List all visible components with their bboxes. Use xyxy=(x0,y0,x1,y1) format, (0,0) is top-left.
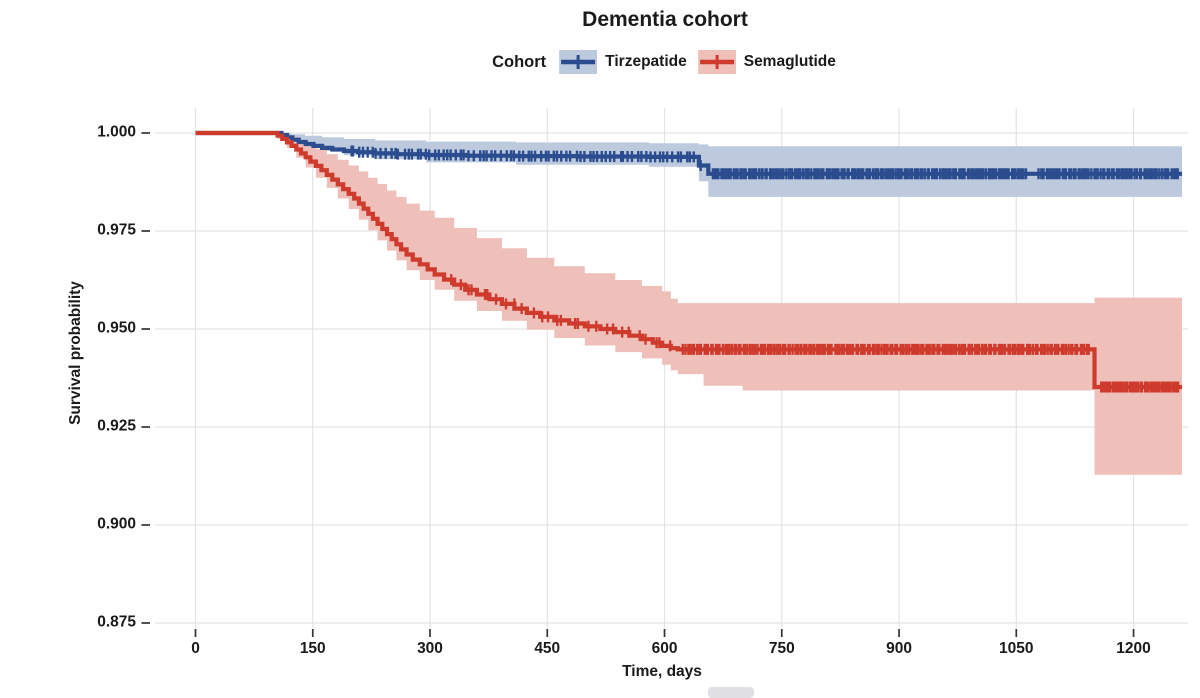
y-tick-label: 0.900 xyxy=(97,515,136,533)
x-tick-label: 0 xyxy=(191,640,200,657)
x-tick-label: 900 xyxy=(886,640,912,657)
cropped-ui-fragment xyxy=(708,687,754,698)
x-tick-label: 300 xyxy=(417,640,443,657)
axis-ticks xyxy=(141,132,1135,637)
semaglutide-key-icon xyxy=(697,50,736,74)
x-tick-label: 1050 xyxy=(999,640,1034,657)
x-axis-title: Time, days xyxy=(622,663,702,680)
y-tick-label: 0.875 xyxy=(97,613,136,631)
x-tick-label: 600 xyxy=(651,640,678,657)
x-tick-label: 150 xyxy=(299,640,326,657)
legend-label-tirzepatide: Tirzepatide xyxy=(605,53,687,70)
y-tick-label: 0.925 xyxy=(97,417,136,435)
tirzepatide-ci-band xyxy=(195,133,1182,197)
y-tick-label: 1.000 xyxy=(97,123,136,141)
chart-title: Dementia cohort xyxy=(582,8,748,31)
legend-item-tirzepatide: Tirzepatide xyxy=(559,50,687,74)
x-tick-label: 1200 xyxy=(1116,640,1151,657)
tirzepatide-curve xyxy=(195,130,1182,180)
x-tick-label: 750 xyxy=(768,640,795,657)
legend-label-semaglutide: Semaglutide xyxy=(743,53,836,70)
legend-item-semaglutide: Semaglutide xyxy=(697,50,836,74)
legend-title: Cohort xyxy=(492,52,547,71)
tirzepatide-key-icon xyxy=(559,50,598,74)
y-tick-label: 0.950 xyxy=(97,319,136,337)
confidence-bands xyxy=(195,133,1182,475)
legend: Cohort Tirzepatide Semaglutide xyxy=(492,50,836,74)
semaglutide-ci-band xyxy=(195,133,1182,475)
y-tick-label: 0.975 xyxy=(97,221,136,239)
semaglutide-curve xyxy=(195,130,1182,393)
semaglutide-km-line xyxy=(195,130,1182,390)
x-tick-label: 450 xyxy=(534,640,561,657)
